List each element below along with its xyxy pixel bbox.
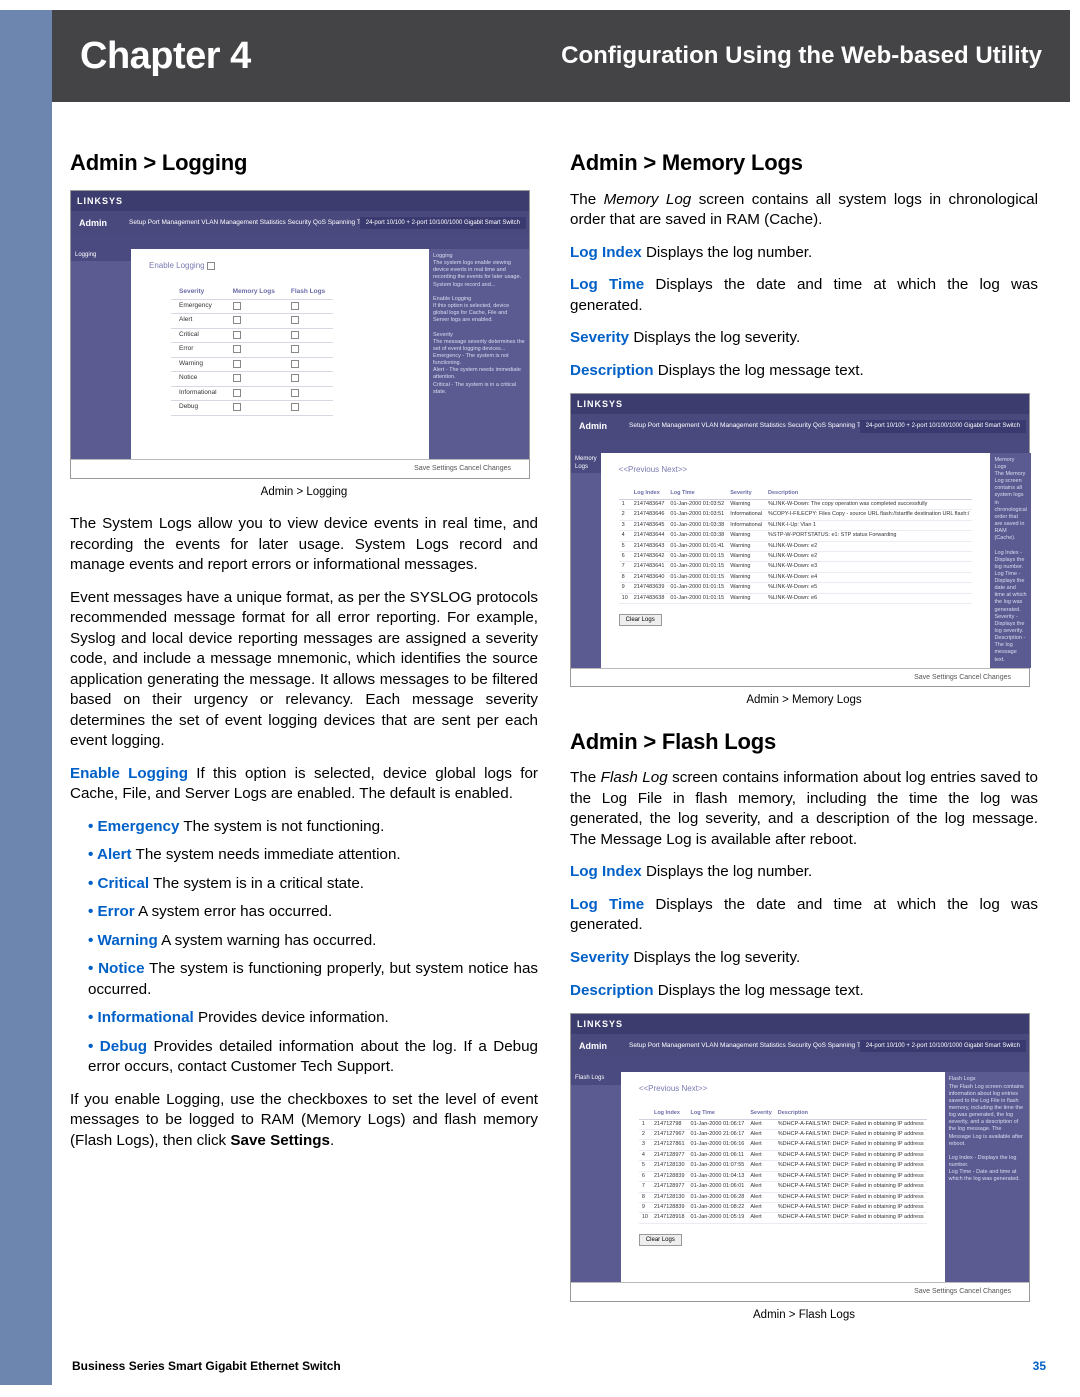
body-text: The Flash Log screen contains informatio… (570, 768, 1038, 850)
left-column: Admin > Logging LINKSYS Admin Setup Port… (70, 130, 538, 1337)
definition: Log Time Displays the date and time at w… (570, 895, 1038, 936)
ss-help-panel: Memory LogsThe Memory Log screen contain… (990, 453, 1030, 668)
screenshot-memory-logs: LINKSYS Admin Setup Port Management VLAN… (570, 393, 1038, 687)
ss-crumb: Flash Logs (571, 1072, 621, 1084)
severity-item: Warning A system warning has occurred. (88, 931, 538, 952)
table-row: 3214748364501-Jan-2000 01:03:38Informati… (619, 520, 973, 530)
ss-subnav (71, 235, 529, 249)
severity-item: Alert The system needs immediate attenti… (88, 845, 538, 866)
clear-logs-button[interactable]: Clear Logs (639, 1234, 682, 1246)
page-header: Chapter 4 Configuration Using the Web-ba… (52, 10, 1070, 102)
definition: Severity Displays the log severity. (570, 328, 1038, 349)
severity-item: Notice The system is functioning properl… (88, 959, 538, 1000)
definition: Log Index Displays the log number. (570, 243, 1038, 264)
table-row: 2214748364601-Jan-2000 01:03:51Informati… (619, 510, 973, 520)
ss-help-panel: LoggingThe system logs enable viewing de… (429, 249, 529, 459)
table-row: 121471279801-Jan-2000 01:06:17Alert%DHCP… (639, 1119, 927, 1129)
ss-brand: LINKSYS (571, 1014, 1029, 1034)
section-heading: Admin > Logging (70, 148, 538, 178)
ss-admin-label: Admin (579, 420, 607, 432)
severity-item: Error A system error has occurred. (88, 902, 538, 923)
table-row: 4214712897701-Jan-2000 01:06:11Alert%DHC… (639, 1150, 927, 1160)
severity-item: Critical The system is in a critical sta… (88, 874, 538, 895)
ss-admin-label: Admin (79, 217, 107, 229)
ss-brand: LINKSYS (71, 191, 529, 211)
table-row: 10214748363801-Jan-2000 01:01:15Warning%… (619, 593, 973, 603)
table-row: 8214712813001-Jan-2000 01:06:28Alert%DHC… (639, 1192, 927, 1202)
screenshot-logging: LINKSYS Admin Setup Port Management VLAN… (70, 190, 538, 479)
chapter-title: Chapter 4 (80, 35, 251, 78)
table-paging: <<Previous Next>> (639, 1084, 927, 1095)
definition: Description Displays the log message tex… (570, 361, 1038, 382)
severity-item: Debug Provides detailed information abou… (88, 1037, 538, 1078)
flash-log-table: Log IndexLog TimeSeverityDescription 121… (639, 1109, 927, 1224)
definition: Severity Displays the log severity. (570, 948, 1038, 969)
ss-help-panel: Flash LogsThe Flash Log screen contains … (945, 1072, 1029, 1282)
definition: Log Index Displays the log number. (570, 862, 1038, 883)
ss-crumb: Memory Logs (571, 453, 601, 473)
ss-model: 24-port 10/100 + 2-port 10/100/1000 Giga… (360, 217, 526, 229)
page-footer: Business Series Smart Gigabit Ethernet S… (72, 1359, 1046, 1373)
ss-crumb: Logging (71, 249, 131, 261)
table-row: 4214748364401-Jan-2000 01:03:38Warning%S… (619, 531, 973, 541)
table-paging: <<Previous Next>> (619, 465, 973, 476)
chapter-subtitle: Configuration Using the Web-based Utilit… (561, 42, 1042, 70)
term-enable-logging: Enable Logging (70, 765, 188, 782)
ss-subnav (571, 439, 1029, 453)
left-sidebar (0, 10, 52, 1385)
page-number: 35 (1033, 1359, 1046, 1373)
ss-subnav (571, 1058, 1029, 1072)
body-text: The System Logs allow you to view device… (70, 514, 538, 576)
definition: Description Displays the log message tex… (570, 981, 1038, 1002)
memory-log-table: Log IndexLog TimeSeverityDescription 121… (619, 489, 973, 604)
screenshot-flash-logs: LINKSYS Admin Setup Port Management VLAN… (570, 1013, 1038, 1302)
screenshot-caption: Admin > Memory Logs (570, 693, 1038, 709)
content-area: Admin > Logging LINKSYS Admin Setup Port… (70, 130, 1050, 1337)
table-row: 10214712891801-Jan-2000 01:05:19Alert%DH… (639, 1213, 927, 1223)
body-text: Event messages have a unique format, as … (70, 588, 538, 752)
screenshot-caption: Admin > Logging (70, 485, 538, 501)
table-row: 7214748364101-Jan-2000 01:01:15Warning%L… (619, 562, 973, 572)
ss-model: 24-port 10/100 + 2-port 10/100/1000 Giga… (860, 420, 1026, 432)
ss-footer: Save Settings Cancel Changes (71, 459, 529, 477)
ss-admin-label: Admin (579, 1040, 607, 1052)
table-row: 5214748364301-Jan-2000 01:01:41Warning%L… (619, 541, 973, 551)
table-row: 6214712883901-Jan-2000 01:04:13Alert%DHC… (639, 1171, 927, 1181)
table-row: 2214712796701-Jan-2000 21:06:17Alert%DHC… (639, 1130, 927, 1140)
table-row: 9214748363901-Jan-2000 01:01:15Warning%L… (619, 583, 973, 593)
table-row: 6214748364201-Jan-2000 01:01:15Warning%L… (619, 552, 973, 562)
clear-logs-button[interactable]: Clear Logs (619, 614, 662, 626)
screenshot-caption: Admin > Flash Logs (570, 1308, 1038, 1324)
body-text: Enable Logging If this option is selecte… (70, 764, 538, 805)
body-text: If you enable Logging, use the checkboxe… (70, 1090, 538, 1152)
table-row: 9214712883901-Jan-2000 01:08:22Alert%DHC… (639, 1203, 927, 1213)
enable-logging-label: Enable Logging (149, 261, 205, 270)
section-heading: Admin > Flash Logs (570, 727, 1038, 757)
section-heading: Admin > Memory Logs (570, 148, 1038, 178)
right-column: Admin > Memory Logs The Memory Log scree… (570, 130, 1038, 1337)
enable-logging-checkbox[interactable] (207, 262, 215, 270)
body-text: The Memory Log screen contains all syste… (570, 190, 1038, 231)
ss-model: 24-port 10/100 + 2-port 10/100/1000 Giga… (860, 1040, 1026, 1052)
footer-title: Business Series Smart Gigabit Ethernet S… (72, 1359, 341, 1373)
ss-brand: LINKSYS (571, 394, 1029, 414)
table-row: 1214748364701-Jan-2000 01:03:52Warning%L… (619, 499, 973, 509)
severity-table: SeverityMemory LogsFlash Logs EmergencyA… (171, 286, 333, 416)
ss-footer: Save Settings Cancel Changes (571, 1282, 1029, 1300)
severity-item: Informational Provides device informatio… (88, 1008, 538, 1029)
definition: Log Time Displays the date and time at w… (570, 275, 1038, 316)
table-row: 5214712813001-Jan-2000 01:07:55Alert%DHC… (639, 1161, 927, 1171)
table-row: 3214712786101-Jan-2000 01:06:16Alert%DHC… (639, 1140, 927, 1150)
table-row: 8214748364001-Jan-2000 01:01:15Warning%L… (619, 572, 973, 582)
table-row: 7214712897701-Jan-2000 01:06:01Alert%DHC… (639, 1182, 927, 1192)
ss-footer: Save Settings Cancel Changes (571, 668, 1029, 686)
severity-list: Emergency The system is not functioning.… (88, 817, 538, 1078)
severity-item: Emergency The system is not functioning. (88, 817, 538, 838)
